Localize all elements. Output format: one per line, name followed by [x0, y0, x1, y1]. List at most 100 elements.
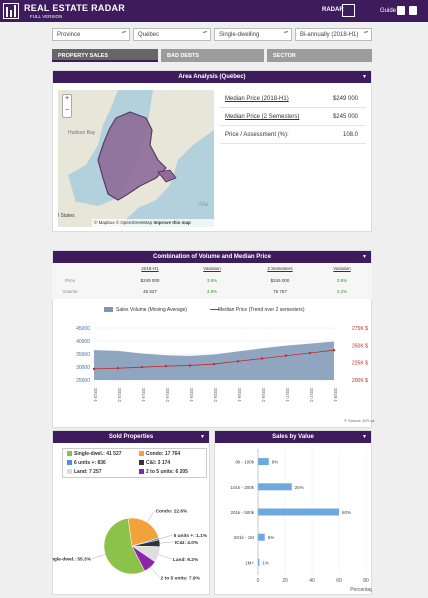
table-cell: 75 757: [273, 289, 287, 294]
category-label: 201k - 500k: [230, 510, 254, 515]
pie-label-line: [159, 541, 174, 544]
metric-label[interactable]: Median Price (2 Semesters): [225, 114, 300, 120]
price-point: [92, 367, 96, 371]
tab-property-sales[interactable]: PROPERTY SALES: [52, 49, 158, 62]
bar-value-label: 25%: [295, 485, 304, 490]
combination-chart: 45000 40000 35000 30000 25000 275K $ 250K $ 225…: [76, 326, 368, 403]
bar: [258, 533, 265, 541]
quebec-region[interactable]: [97, 111, 167, 201]
legend-swatch: [139, 469, 144, 475]
category-label: 501k - 1M: [234, 535, 254, 540]
legend-item[interactable]: 2 to 5 units: 6 205: [139, 469, 188, 475]
right-tick-label: 225K $: [352, 361, 368, 367]
price-point: [284, 354, 288, 357]
tab-sector[interactable]: SECTOR: [267, 49, 372, 62]
pdf-icon[interactable]: [409, 6, 417, 15]
metric-row: Median Price (2018-H1) $249 000: [220, 90, 366, 108]
sales-by-value-title: Sales by Value ▼: [215, 431, 371, 443]
sold-properties-title: Sold Properties ▼: [53, 431, 209, 443]
zoom-in-button[interactable]: +: [64, 95, 70, 102]
x-tick-label: 40: [309, 578, 315, 584]
legend-volume[interactable]: Sales Volume (Moving Average): [116, 307, 188, 313]
price-point: [116, 367, 120, 370]
radar-logo-icon[interactable]: [342, 4, 355, 17]
bar-value-label: 60%: [342, 510, 351, 515]
zoom-out-button[interactable]: −: [64, 107, 70, 114]
pie-slice-label: 2 to 5 units: 7.9%: [161, 576, 201, 582]
x-tick-label: 2017-2: [309, 388, 314, 403]
x-tick-label: 0: [257, 578, 260, 584]
legend-label: 2 to 5 units: 6 205: [146, 469, 188, 475]
left-tick-label: 30000: [76, 365, 90, 371]
table-cell: 3.8%: [206, 289, 218, 294]
left-tick-label: 45000: [76, 326, 90, 332]
row-label: Volume: [62, 289, 78, 294]
col-header: Variation: [333, 266, 351, 271]
left-tick-label: 25000: [76, 378, 90, 384]
left-tick-label: 40000: [76, 339, 90, 345]
map-attribution: © Mapbox © OpenStreetMap Improve this ma…: [92, 219, 214, 227]
collapse-icon[interactable]: ▼: [362, 434, 367, 440]
category-label: 0k - 100k: [235, 460, 254, 465]
price-point: [308, 351, 312, 355]
legend-label: Single-dwel.: 41 527: [74, 451, 122, 457]
period-select[interactable]: Bi-annually (2018-H1): [295, 28, 372, 41]
legend-item[interactable]: C&I: 3 174: [139, 460, 170, 466]
price-point: [332, 348, 336, 352]
improve-map-link[interactable]: Improve this map: [153, 220, 191, 225]
row-label: Price: [64, 278, 76, 283]
bar-value-label: 5%: [268, 535, 275, 540]
property-type-select[interactable]: Single-dwelling: [214, 28, 292, 41]
combination-title: Combination of Volume and Median Price ▼: [53, 251, 371, 263]
table-cell: 3.2%: [336, 289, 348, 294]
legend-item[interactable]: Land: 7 257: [67, 469, 102, 475]
x-tick-label: 2016-2: [261, 388, 266, 403]
table-cell: $249 000: [140, 278, 160, 283]
bar-chart: 0 20 40 60 80 0k - 100k 8% 101k - 200k 25% 201k -…: [230, 449, 372, 593]
right-tick-label: 200K $: [352, 378, 368, 384]
x-tick-label: 2014-1: [141, 388, 146, 403]
x-tick-label: 20: [282, 578, 288, 584]
collapse-icon[interactable]: ▼: [362, 74, 367, 80]
legend-swatch: [104, 307, 113, 312]
category-label: 1M+: [245, 560, 254, 565]
map-label-bay: Hudson Bay: [68, 130, 96, 136]
pie-slice: [103, 517, 146, 575]
legend-swatch: [67, 460, 72, 466]
bar: [258, 508, 339, 516]
guide-link[interactable]: Guide: [380, 8, 397, 14]
tab-bad-debts[interactable]: BAD DEBTS: [161, 49, 264, 62]
x-tick-label: 2015-2: [213, 388, 218, 403]
legend-item[interactable]: 6 units +: 836: [67, 460, 106, 466]
legend-label: 6 units +: 836: [74, 460, 106, 466]
legend-item[interactable]: Condo: 17 764: [139, 451, 180, 457]
col-header: 2018-H1: [141, 266, 159, 271]
legend-item[interactable]: Single-dwel.: 41 527: [67, 451, 122, 457]
bar: [258, 558, 260, 566]
print-icon[interactable]: [397, 6, 405, 15]
pie-chart: Single-dwel.: 55.3% Condo: 22.6% 5 units +…: [52, 509, 208, 582]
legend-swatch: [139, 460, 144, 466]
metric-row: Price / Assessment (%): 108.0: [220, 126, 366, 144]
map-label-states: l States: [58, 213, 75, 219]
map-label-ocean: Atla: [198, 202, 209, 208]
map[interactable]: + − Hudson Bay Atla l States © Mapbox © …: [58, 90, 214, 227]
x-tick-label: 2018-1: [333, 388, 338, 403]
volume-area: [94, 341, 334, 380]
collapse-icon[interactable]: ▼: [200, 434, 205, 440]
legend-price[interactable]: Median Price (Trend over 2 semesters): [218, 307, 305, 313]
app-logo[interactable]: [3, 3, 19, 19]
metric-label: Price / Assessment (%):: [225, 132, 289, 138]
pie-slice: [127, 517, 160, 547]
region-select[interactable]: Québec: [133, 28, 211, 41]
geo-level-select[interactable]: Province: [52, 28, 130, 41]
right-tick-label: 250K $: [352, 343, 368, 349]
price-point: [164, 364, 168, 368]
pie-label-line: [146, 510, 155, 523]
pie-slice-label: 5 units +: 1.1%: [174, 533, 208, 539]
table-cell: 3.8%: [336, 278, 348, 283]
bar: [258, 483, 292, 491]
collapse-icon[interactable]: ▼: [362, 254, 367, 260]
price-point: [212, 362, 216, 366]
metric-label[interactable]: Median Price (2018-H1): [225, 96, 289, 102]
